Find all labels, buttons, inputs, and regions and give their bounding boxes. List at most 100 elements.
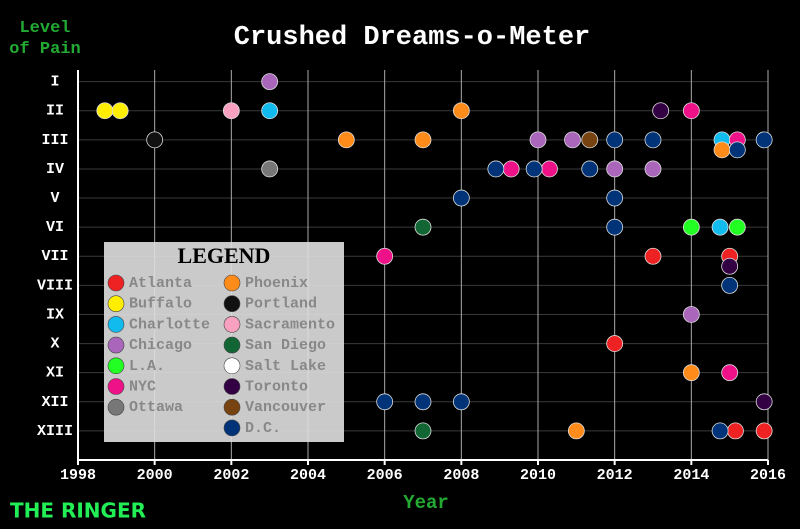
legend: LEGEND Atlanta Buffalo Charlotte Chicago L.A.… (104, 242, 344, 442)
legend-label: NYC (129, 378, 156, 395)
legend-label: Buffalo (129, 296, 192, 313)
x-tick-label: 2004 (290, 467, 326, 484)
data-point (567, 422, 585, 440)
legend-label: Phoenix (245, 275, 308, 292)
x-axis-label: Year (403, 492, 449, 514)
data-point (682, 218, 700, 236)
legend-label: Charlotte (129, 316, 210, 333)
y-tick-label: VIII (37, 277, 73, 294)
data-point (711, 218, 729, 236)
data-point (414, 422, 432, 440)
legend-label: Chicago (129, 337, 192, 354)
y-tick-label: V (50, 190, 59, 207)
data-point (376, 393, 394, 411)
legend-marker (223, 336, 241, 354)
data-point (414, 218, 432, 236)
chart-title: Crushed Dreams-o-Meter (234, 23, 590, 53)
legend-label: Salt Lake (245, 358, 326, 375)
legend-label: San Diego (245, 337, 326, 354)
data-point (525, 160, 543, 178)
data-point (755, 422, 773, 440)
data-point (414, 131, 432, 149)
y-tick-label: XI (46, 365, 64, 382)
data-point (541, 160, 558, 178)
y-tick-label: II (46, 103, 64, 120)
y-tick-label: I (50, 74, 59, 91)
legend-marker (223, 398, 241, 416)
x-tick-label: 2006 (367, 467, 403, 484)
data-point (755, 393, 773, 411)
x-tick-label: 2014 (673, 467, 709, 484)
legend-label: Vancouver (245, 399, 326, 416)
legend-title: LEGEND (178, 243, 271, 268)
data-point (452, 189, 470, 207)
legend-marker (107, 378, 125, 395)
x-tick-label: 2008 (443, 467, 479, 484)
data-point (721, 276, 739, 294)
data-point (644, 160, 662, 178)
legend-marker (223, 295, 241, 313)
y-tick-label: IX (46, 306, 64, 323)
legend-marker (107, 398, 125, 416)
data-point (728, 218, 746, 236)
legend-marker (223, 419, 241, 437)
legend-marker (107, 357, 125, 375)
data-point (711, 422, 729, 440)
data-point (376, 247, 394, 265)
data-point (755, 131, 773, 149)
data-point (728, 141, 746, 159)
y-tick-label: IV (46, 161, 64, 178)
legend-label: L.A. (129, 358, 165, 375)
data-point (261, 73, 279, 91)
legend-marker (107, 336, 125, 354)
data-point (452, 102, 470, 120)
data-point (414, 393, 432, 411)
branding: THE RINGER (10, 499, 146, 523)
data-point (606, 218, 624, 236)
legend-marker (223, 316, 241, 333)
y-tick-label: XII (41, 394, 68, 411)
y-tick-label: X (50, 336, 59, 353)
x-tick-label: 1998 (60, 467, 96, 484)
legend-marker (107, 295, 125, 313)
data-point (652, 102, 670, 120)
x-tick-label: 2016 (750, 467, 786, 484)
data-point (682, 364, 700, 382)
data-point (606, 189, 624, 207)
y-tick-label: VI (46, 219, 64, 236)
legend-marker (223, 274, 241, 292)
data-point (261, 160, 279, 178)
x-tick-label: 2002 (213, 467, 249, 484)
y-tick-label: VII (41, 248, 68, 265)
y-tick-label: XIII (37, 423, 73, 440)
x-tick-label: 2012 (597, 467, 633, 484)
legend-label: Sacramento (245, 316, 335, 333)
legend-label: D.C. (245, 420, 281, 437)
x-tick-label: 2000 (137, 467, 173, 484)
data-point (606, 160, 624, 178)
data-point (644, 247, 662, 265)
data-point (222, 102, 240, 120)
legend-label: Ottawa (129, 399, 183, 416)
legend-label: Toronto (245, 378, 308, 395)
data-point (261, 102, 279, 120)
legend-label: Atlanta (129, 275, 192, 292)
y-tick-label: III (41, 132, 68, 149)
legend-label: Portland (245, 296, 317, 313)
data-point (606, 335, 624, 352)
data-point (564, 131, 581, 149)
y-axis-label: Level of Pain (9, 19, 80, 59)
data-point (146, 131, 164, 149)
data-point (452, 393, 470, 411)
legend-marker (223, 357, 241, 375)
data-point (606, 131, 624, 149)
data-point (581, 131, 599, 149)
data-point (682, 306, 700, 323)
data-point (111, 102, 129, 120)
data-point (96, 102, 114, 120)
data-point (727, 422, 744, 440)
data-point (721, 257, 739, 275)
data-point (502, 160, 520, 178)
legend-marker (107, 274, 125, 292)
legend-marker (223, 378, 241, 395)
